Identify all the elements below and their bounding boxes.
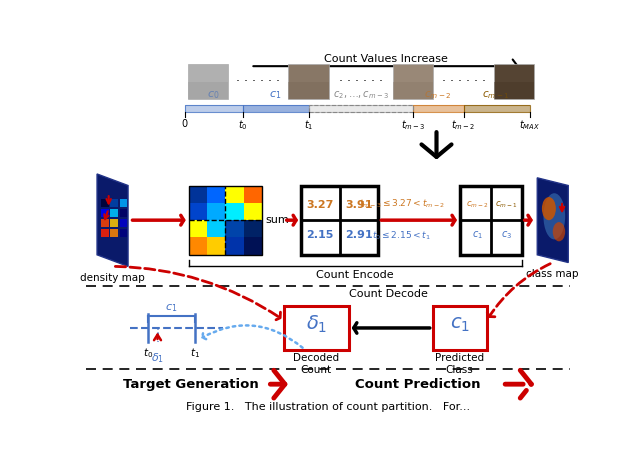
Text: $c_{m-2}$: $c_{m-2}$ xyxy=(424,89,452,101)
Bar xyxy=(225,203,244,220)
Bar xyxy=(494,81,534,99)
Polygon shape xyxy=(537,178,568,263)
Text: · · · · · ·: · · · · · · xyxy=(339,75,383,88)
Text: Count Decode: Count Decode xyxy=(349,289,428,299)
Ellipse shape xyxy=(553,222,565,241)
Bar xyxy=(120,209,127,217)
Text: · · · · · ·: · · · · · · xyxy=(236,75,280,88)
Bar xyxy=(308,105,413,111)
Bar xyxy=(393,64,433,99)
Text: $c_1$: $c_1$ xyxy=(269,89,282,101)
Text: $c_0$: $c_0$ xyxy=(207,89,220,101)
Bar xyxy=(110,219,118,227)
Text: $c_{m-1}$: $c_{m-1}$ xyxy=(483,89,510,101)
Text: class map: class map xyxy=(527,269,579,278)
Text: 3.27: 3.27 xyxy=(307,200,334,210)
Bar xyxy=(433,307,487,350)
Bar xyxy=(463,105,529,111)
Bar xyxy=(244,220,262,237)
Text: $t_0$: $t_0$ xyxy=(143,346,154,360)
Bar xyxy=(225,237,244,255)
Text: Decoded
Count: Decoded Count xyxy=(293,353,339,375)
Bar xyxy=(189,185,207,203)
Text: density map: density map xyxy=(80,272,145,283)
Text: sum: sum xyxy=(265,215,289,225)
Bar xyxy=(184,105,243,111)
Text: $t_1$: $t_1$ xyxy=(304,118,314,132)
Text: $t_1$: $t_1$ xyxy=(189,346,200,360)
Text: $t_{m-3} \leq 3.27 < t_{m-2}$: $t_{m-3} \leq 3.27 < t_{m-2}$ xyxy=(358,197,445,210)
Text: Count Encode: Count Encode xyxy=(316,270,394,280)
Bar xyxy=(463,105,529,111)
Text: $t_{MAX}$: $t_{MAX}$ xyxy=(519,118,540,132)
Text: 2.15: 2.15 xyxy=(307,230,334,241)
Bar xyxy=(301,185,378,255)
Bar xyxy=(413,105,463,111)
Bar xyxy=(189,220,207,237)
Bar xyxy=(189,185,262,255)
Bar xyxy=(188,64,228,99)
Text: Figure 1.   The illustration of count partition.   For...: Figure 1. The illustration of count part… xyxy=(186,402,470,412)
Text: $c_2, \ldots, c_{m-3}$: $c_2, \ldots, c_{m-3}$ xyxy=(333,89,388,101)
Bar xyxy=(225,185,244,203)
Text: $c_3$: $c_3$ xyxy=(500,229,512,241)
Bar xyxy=(494,64,534,99)
Bar xyxy=(413,105,463,111)
Bar xyxy=(308,105,413,111)
Text: 3.91: 3.91 xyxy=(345,200,372,210)
Bar xyxy=(110,229,118,237)
Bar xyxy=(243,105,308,111)
Bar xyxy=(101,209,109,217)
Ellipse shape xyxy=(542,197,556,220)
Bar xyxy=(207,185,225,203)
Bar xyxy=(289,81,329,99)
Bar xyxy=(207,237,225,255)
Bar xyxy=(184,105,243,111)
Text: · · · · · ·: · · · · · · xyxy=(442,75,486,88)
Bar xyxy=(393,81,433,99)
Ellipse shape xyxy=(543,193,565,240)
Text: Count Values Increase: Count Values Increase xyxy=(324,54,448,64)
Text: $c_1$: $c_1$ xyxy=(450,314,470,334)
Bar xyxy=(244,203,262,220)
Bar xyxy=(207,203,225,220)
Bar xyxy=(244,237,262,255)
Text: $c_1$: $c_1$ xyxy=(472,229,483,241)
Text: $c_{m-1}$: $c_{m-1}$ xyxy=(495,200,518,210)
Bar xyxy=(308,105,413,111)
Text: 2.91: 2.91 xyxy=(345,230,373,241)
Bar xyxy=(110,198,118,207)
Bar xyxy=(244,185,262,203)
Bar xyxy=(188,81,228,99)
Text: Predicted
Class: Predicted Class xyxy=(435,353,484,375)
Text: $t_0$: $t_0$ xyxy=(238,118,248,132)
Bar xyxy=(101,229,109,237)
Text: $\delta_1$: $\delta_1$ xyxy=(306,314,327,335)
Bar xyxy=(284,307,349,350)
Text: $\delta_1$: $\delta_1$ xyxy=(151,351,164,365)
Bar xyxy=(189,203,207,220)
Text: Target Generation: Target Generation xyxy=(123,378,259,391)
Bar xyxy=(110,209,118,217)
Bar xyxy=(243,105,308,111)
Text: 0: 0 xyxy=(182,118,188,129)
Text: $t_{m-2}$: $t_{m-2}$ xyxy=(451,118,476,132)
Bar xyxy=(101,219,109,227)
Bar xyxy=(120,229,127,237)
Text: Count Prediction: Count Prediction xyxy=(355,378,481,391)
Bar xyxy=(189,237,207,255)
Bar xyxy=(120,198,127,207)
Bar xyxy=(207,220,225,237)
Text: $c_1$: $c_1$ xyxy=(165,302,178,314)
Text: $t_0 \leq 2.15 < t_1$: $t_0 \leq 2.15 < t_1$ xyxy=(372,229,431,241)
Bar xyxy=(460,185,522,255)
Text: $c_{m-2}$: $c_{m-2}$ xyxy=(466,200,488,210)
Bar xyxy=(225,220,244,237)
Text: $t_{m-3}$: $t_{m-3}$ xyxy=(401,118,426,132)
Bar xyxy=(101,198,109,207)
Bar xyxy=(289,64,329,99)
Polygon shape xyxy=(97,174,128,266)
Bar xyxy=(120,219,127,227)
